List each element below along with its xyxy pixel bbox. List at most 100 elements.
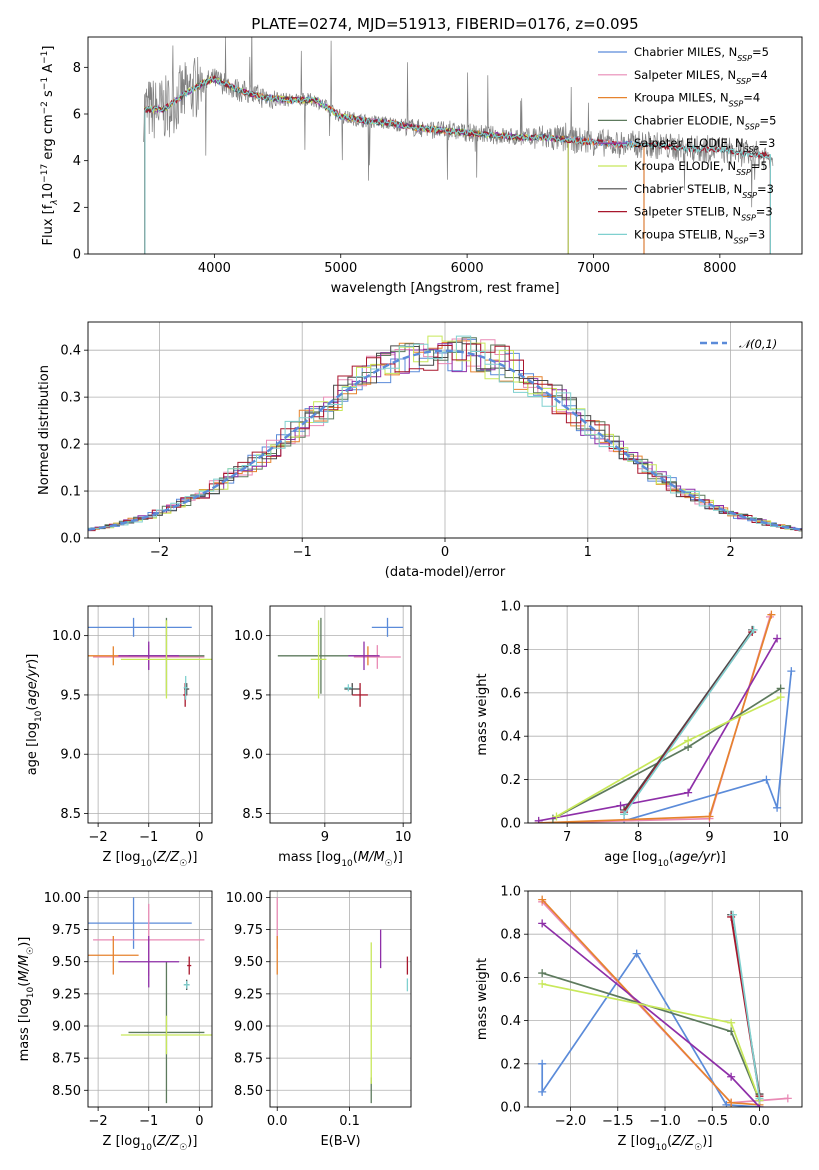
- y-tick-label: 0.6: [500, 971, 521, 986]
- y-tick-label: 9.00: [52, 1020, 81, 1035]
- y-tick-label: 8.75: [234, 1052, 263, 1067]
- age_vs_Z-data: [88, 617, 212, 707]
- weight-marker: [684, 736, 693, 745]
- weight-marker: [727, 1098, 736, 1107]
- y-tick-label: 0.2: [500, 773, 521, 788]
- weight-marker: [729, 910, 738, 919]
- errorbar-kroupa-elodie: [120, 620, 212, 699]
- x-tick-label: 1: [584, 545, 592, 560]
- weight-marker: [762, 775, 771, 784]
- errorbar-salpeter-elodie: [118, 936, 180, 988]
- weight-line: [542, 983, 761, 1101]
- y-tick-label: 10.00: [44, 891, 81, 906]
- y-tick-label: 6: [73, 108, 81, 123]
- y-tick-label: 0.8: [500, 928, 521, 943]
- x-axis-label: Z [log10(Z/Z☉)]: [103, 850, 198, 869]
- x-tick-label: 7000: [577, 261, 610, 276]
- x-tick-label: −2: [89, 1114, 108, 1129]
- errorbar-kroupa-stelib: [183, 675, 188, 700]
- weight-marker: [534, 816, 543, 823]
- errorbar-kroupa-miles: [88, 936, 139, 975]
- x-tick-label: 0.0: [267, 1114, 288, 1129]
- y-axis-label: mass weight: [475, 673, 490, 755]
- x-axis-label: Z [log10(Z/Z☉)]: [618, 1134, 713, 1153]
- weight-line: [623, 629, 755, 815]
- model-line-salpeter-miles: [144, 76, 645, 254]
- figure-title: PLATE=0274, MJD=51913, FIBERID=0176, z=0…: [251, 15, 638, 33]
- x-tick-label: −1: [139, 1114, 158, 1129]
- y-tick-label: 0.0: [500, 817, 521, 832]
- y-tick-label: 0: [73, 248, 81, 263]
- spectrum-legend: Chabrier MILES, NSSP=5 Salpeter MILES, NS…: [598, 45, 776, 245]
- weight-marker: [538, 1059, 547, 1068]
- model-line-salpeter-elodie: [144, 76, 569, 254]
- y-tick-label: 8.50: [234, 1084, 263, 1099]
- y-tick-label: 9.00: [234, 1020, 263, 1035]
- x-tick-label: 0: [195, 830, 203, 845]
- x-tick-label: 8000: [703, 261, 736, 276]
- weight-marker: [767, 610, 776, 619]
- y-tick-label: 9.0: [60, 748, 81, 763]
- weight-line: [623, 629, 753, 811]
- x-axis-label: E(B-V): [320, 1134, 360, 1149]
- y-tick-label: 9.50: [52, 955, 81, 970]
- x-tick-label: 0: [195, 1114, 203, 1129]
- weight-marker: [755, 1094, 764, 1103]
- mass_weight_vs_age-axes: 7 8 9 10 0.0 0.2 0.4 0.6 0.8 1.0 age [log10(age/yr…: [475, 600, 803, 869]
- errorbar-chabrier-miles: [88, 617, 192, 637]
- weight-series-kroupa-miles: [534, 610, 776, 823]
- x-tick-label: 4000: [198, 261, 231, 276]
- y-tick-label: 9.75: [234, 923, 263, 938]
- legend-entry: Salpeter MILES, NSSP=4: [634, 68, 768, 86]
- errorbar-salpeter-elodie: [348, 641, 380, 671]
- errorbar-kroupa-stelib: [183, 981, 190, 989]
- weight-marker: [538, 969, 547, 978]
- residuals-axes: −2 −1 0 1 2 0.0 0.1 0.2 0.3 0.4 (data-model)/error…: [37, 321, 803, 580]
- y-tick-label: 8.50: [52, 1084, 81, 1099]
- x-tick-label: −2: [150, 545, 169, 560]
- weight-marker: [552, 812, 561, 821]
- mass_weight_vs_Z-frame: [527, 890, 803, 1108]
- errorbar-kroupa-elodie: [310, 620, 327, 699]
- x-tick-label: 8: [634, 830, 642, 845]
- errorbar-chabrier-stelib: [344, 683, 361, 695]
- model-line-chabrier-miles: [144, 75, 645, 254]
- x-axis-label: Z [log10(Z/Z☉)]: [103, 1134, 198, 1153]
- model-line-kroupa-elodie: [144, 75, 569, 254]
- y-tick-label: 8.75: [52, 1052, 81, 1067]
- spectrum-axes: 4000 5000 6000 7000 8000 0 2 4 6 8 wavelength [Ang…: [40, 36, 803, 296]
- y-tick-label: 1.0: [500, 600, 521, 615]
- y-tick-label: 2: [73, 201, 81, 216]
- model-line-kroupa-stelib: [144, 77, 771, 254]
- residuals-data: [88, 335, 802, 532]
- weight-series-salpeter-elodie: [534, 634, 782, 823]
- x-axis-label: wavelength [Angstrom, rest frame]: [331, 281, 560, 296]
- y-tick-label: 9.0: [242, 748, 263, 763]
- age_vs_Z-axes: −2 −1 0 8.5 9.0 9.5 10.0 Z [log10(Z/Z☉)] age [lo…: [25, 605, 213, 869]
- errorbar-chabrier-miles: [371, 617, 404, 637]
- model-line-chabrier-elodie: [144, 75, 569, 254]
- y-tick-label: 0.2: [60, 438, 81, 453]
- y-axis-label: Normed distribution: [37, 365, 52, 495]
- mass_vs_Z-data: [88, 897, 212, 1104]
- mass_vs_ebv-data: [276, 897, 409, 1104]
- weight-marker: [787, 667, 796, 676]
- weight-line: [541, 972, 761, 1101]
- weight-marker: [538, 1087, 547, 1096]
- y-axis-label: mass [log10(M/M☉)]: [17, 937, 36, 1062]
- legend-entry: Salpeter ELODIE, NSSP=3: [634, 136, 775, 154]
- x-axis-label: (data-model)/error: [385, 565, 506, 580]
- errorbar-salpeter-elodie: [118, 641, 180, 671]
- y-tick-label: 0.0: [500, 1101, 521, 1116]
- x-tick-label: −1.5: [602, 1114, 634, 1129]
- x-tick-label: 0.1: [339, 1114, 360, 1129]
- weight-series-kroupa-stelib: [620, 625, 758, 819]
- mass_weight_vs_age-data: [534, 610, 796, 823]
- y-tick-label: 9.75: [52, 923, 81, 938]
- weight-marker: [616, 801, 625, 810]
- x-tick-label: 0: [441, 545, 449, 560]
- errorbar-salpeter-stelib: [187, 956, 192, 975]
- weight-line: [538, 638, 778, 822]
